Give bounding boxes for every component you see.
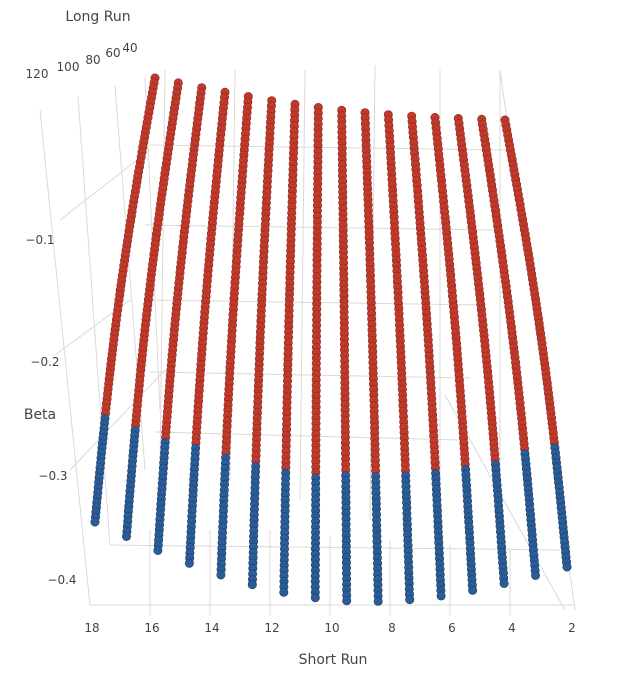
z-tick-label: −0.2	[30, 355, 59, 369]
data-point-lower	[405, 595, 415, 605]
z-tick-label: −0.3	[38, 469, 67, 483]
data-point-lower	[122, 531, 132, 541]
grid-line	[59, 149, 151, 221]
data-point-lower	[153, 545, 163, 555]
y-axis-title: Long Run	[65, 9, 130, 25]
y-tick-label: 60	[105, 46, 120, 60]
data-point-lower	[216, 570, 226, 580]
data-point-lower	[436, 591, 446, 601]
x-tick-label: 16	[144, 621, 159, 635]
data-point-lower	[184, 558, 194, 568]
data-point-lower	[342, 596, 352, 606]
grid-line	[39, 109, 91, 606]
y-tick-label: 80	[85, 53, 100, 67]
x-axis-title: Short Run	[299, 652, 368, 668]
x-tick-label: 10	[324, 621, 339, 635]
data-point-lower	[499, 578, 509, 588]
grid-line	[159, 69, 166, 471]
x-tick-label: 2	[568, 621, 576, 635]
z-tick-label: −0.1	[25, 233, 54, 247]
grid-line	[69, 369, 166, 471]
y-tick-label: 100	[57, 60, 80, 74]
grid-line	[299, 69, 306, 501]
data-point-lower	[468, 585, 478, 595]
grid-line	[77, 95, 111, 546]
x-axis-ticks: 18 16 14 12 10 8 6 4 2	[84, 621, 575, 635]
data-point-lower	[247, 580, 257, 590]
data-point-lower	[530, 570, 540, 580]
data-point-lower	[90, 517, 100, 527]
z-tick-label: −0.4	[47, 573, 76, 587]
y-axis-ticks: 120 100 80 60 40	[26, 41, 138, 81]
x-tick-label: 18	[84, 621, 99, 635]
x-tick-label: 14	[204, 621, 219, 635]
z-axis-ticks: −0.1 −0.2 −0.3 −0.4	[25, 233, 76, 587]
x-tick-label: 12	[264, 621, 279, 635]
grid-line	[149, 144, 511, 151]
chart-grid	[39, 64, 576, 615]
x-tick-label: 6	[448, 621, 456, 635]
x-tick-label: 8	[388, 621, 396, 635]
data-point-lower	[310, 593, 320, 603]
grid-line	[154, 431, 461, 441]
data-point-lower	[562, 562, 572, 572]
data-points	[90, 73, 572, 606]
data-point-lower	[373, 596, 383, 606]
grid-line	[109, 544, 561, 551]
z-axis-title: Beta	[24, 407, 56, 423]
x-tick-label: 4	[508, 621, 516, 635]
y-tick-label: 40	[122, 41, 137, 55]
y-tick-label: 120	[26, 67, 49, 81]
data-point-lower	[279, 587, 289, 597]
